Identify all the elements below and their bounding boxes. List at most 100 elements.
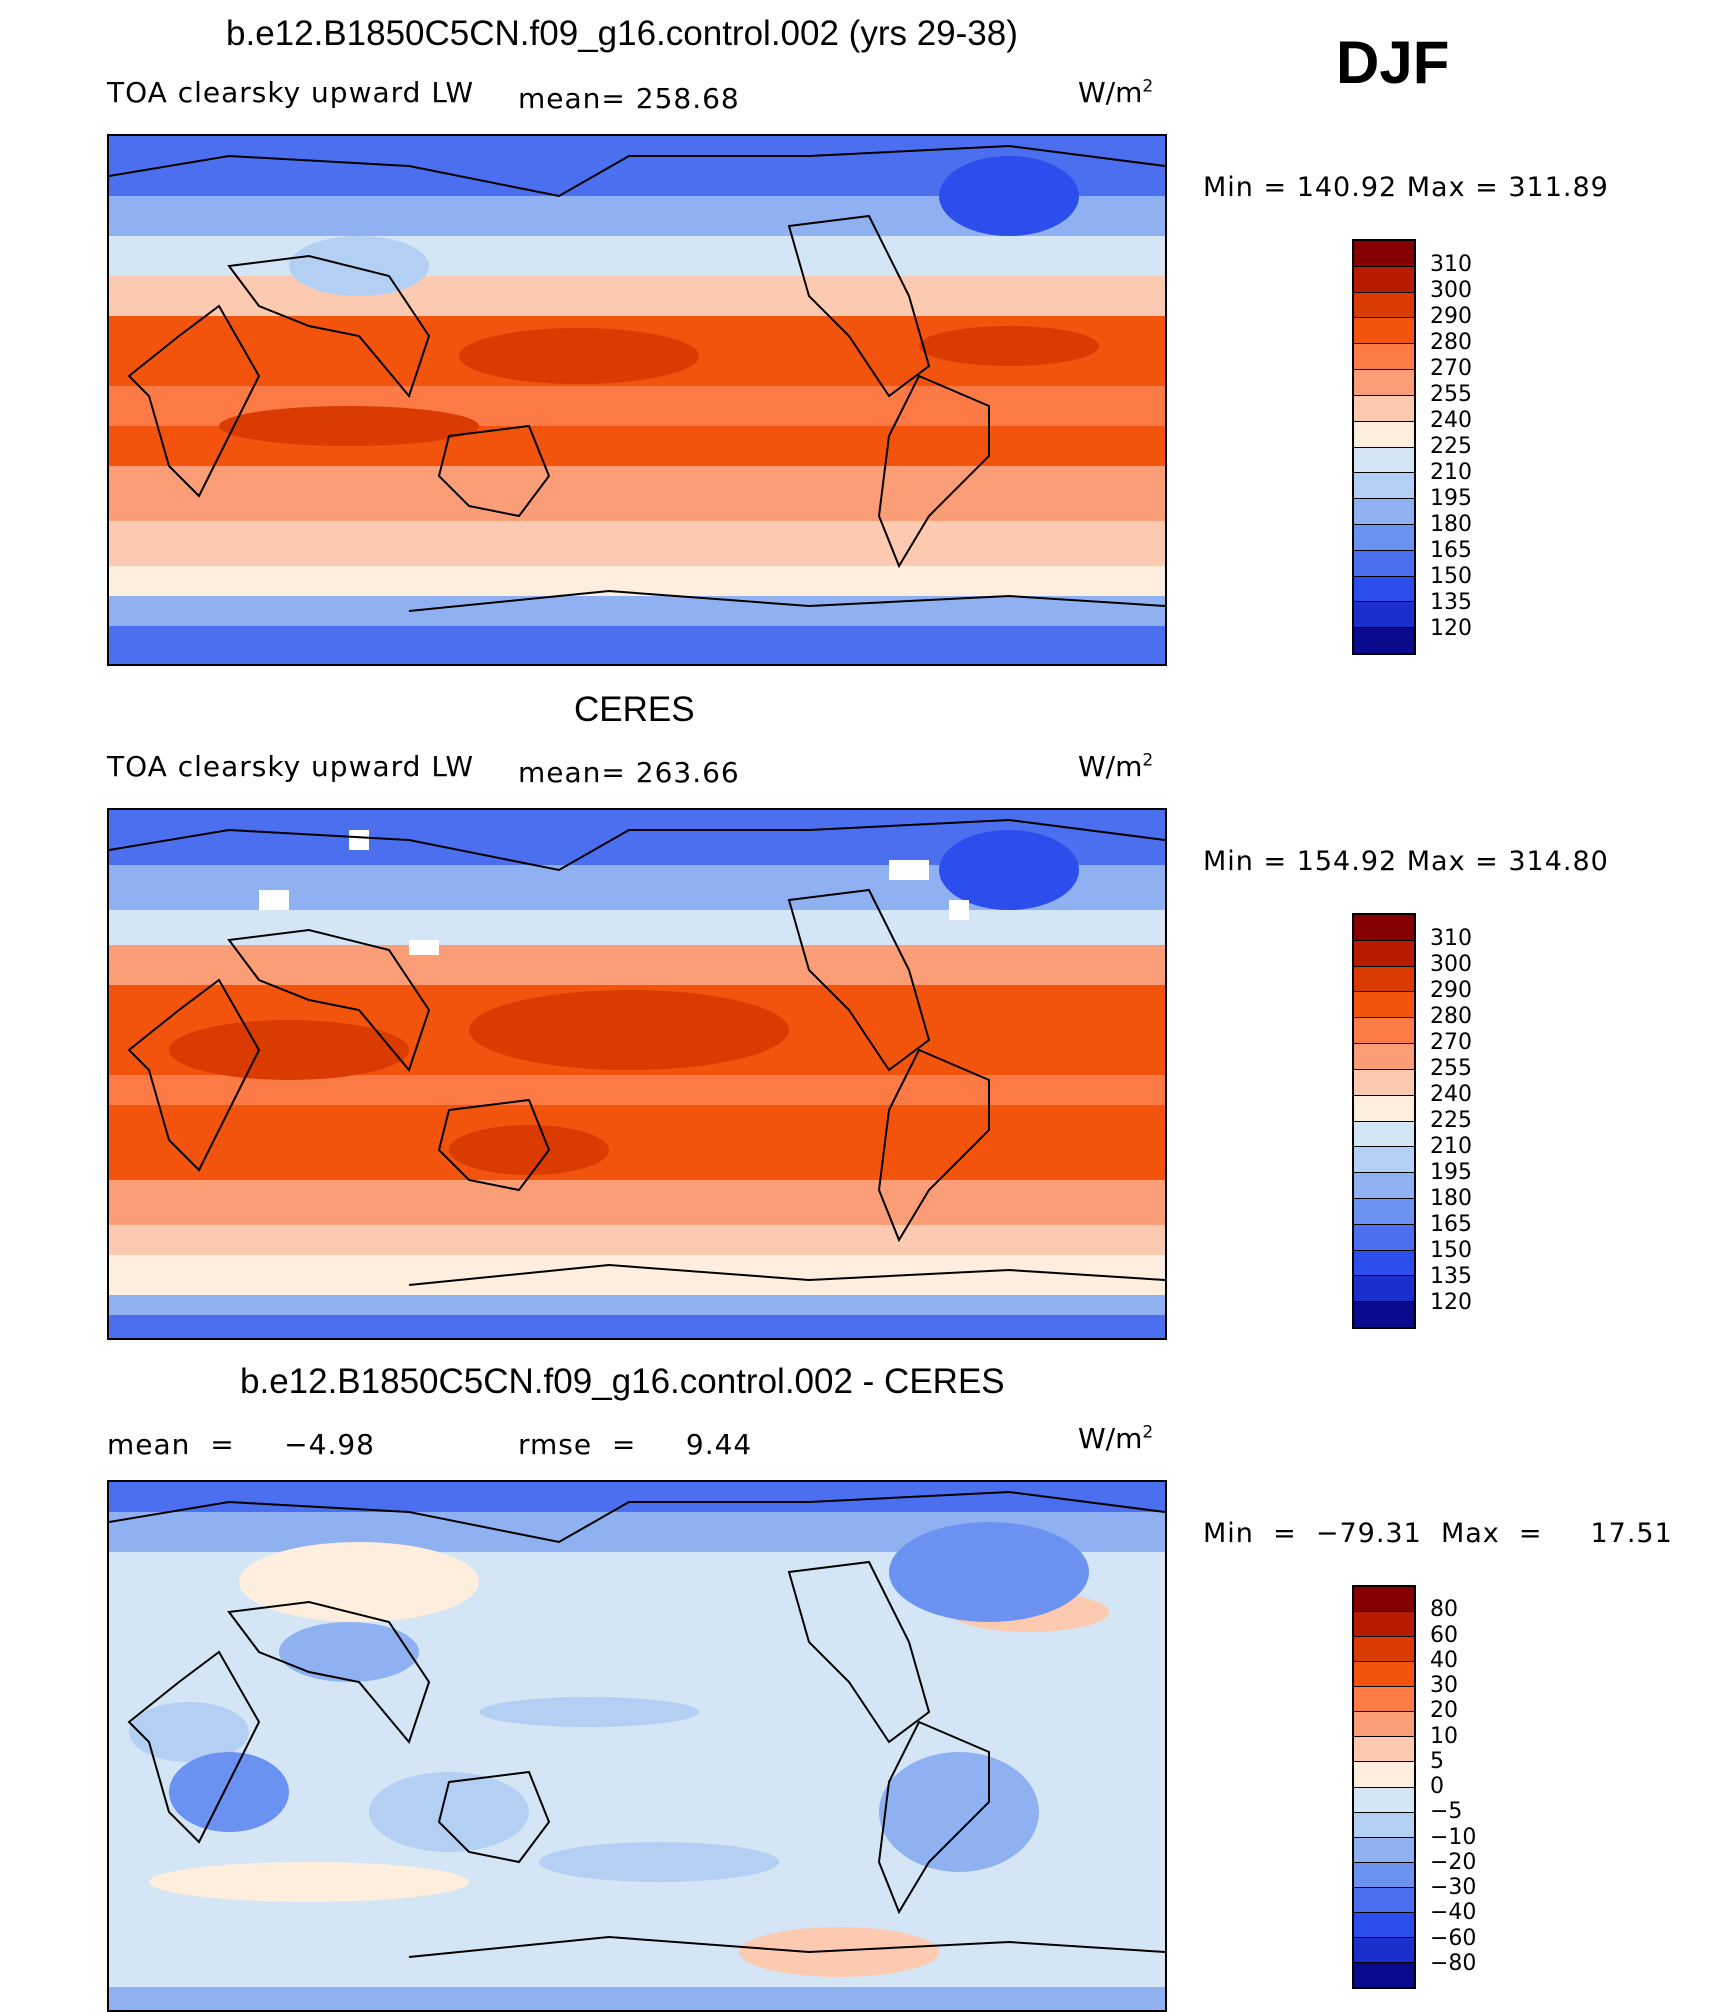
panel2-mean: mean= 263.66: [518, 756, 740, 789]
colorbar-swatch: [1354, 499, 1414, 525]
colorbar-tick-label: 255: [1430, 382, 1472, 407]
colorbar-tick-label: −80: [1430, 1950, 1477, 1976]
colorbar-tick-label: 280: [1430, 1004, 1472, 1029]
colorbar-tick-label: 240: [1430, 1082, 1472, 1107]
colorbar-tick-label: 300: [1430, 278, 1472, 303]
colorbar-swatch: [1354, 1069, 1414, 1096]
colorbar-tick-label: 5: [1430, 1748, 1444, 1774]
panel3-mean: mean = −4.98: [107, 1428, 375, 1461]
colorbar-tick-label: 280: [1430, 330, 1472, 355]
panel3-title: b.e12.B1850C5CN.f09_g16.control.002 - CE…: [240, 1362, 1005, 1401]
colorbar-tick-label: 40: [1430, 1647, 1458, 1673]
colorbar-swatch: [1354, 1044, 1414, 1070]
colorbar-tick-label: 135: [1430, 1264, 1472, 1289]
panel2-title: CERES: [574, 690, 695, 729]
colorbar-tick-label: 30: [1430, 1673, 1458, 1698]
colorbar-swatch: [1354, 1837, 1414, 1863]
colorbar-tick-label: 80: [1430, 1597, 1458, 1623]
colorbar-swatch: [1354, 1250, 1414, 1277]
colorbar-tick-label: 210: [1430, 460, 1472, 485]
colorbar-swatch: [1354, 1612, 1414, 1638]
panel3-map-graphic: [109, 1482, 1165, 2010]
colorbar-swatch: [1354, 940, 1414, 967]
colorbar-swatch: [1354, 1912, 1414, 1938]
panel1-map-graphic: [109, 136, 1165, 664]
colorbar-tick-label: 270: [1430, 356, 1472, 381]
colorbar-tick-label: 150: [1430, 1238, 1472, 1263]
colorbar-tick-label: 225: [1430, 1108, 1472, 1133]
colorbar-swatch: [1354, 421, 1414, 448]
colorbar-swatch: [1354, 447, 1414, 474]
colorbar-swatch: [1354, 966, 1414, 993]
colorbar-swatch: [1354, 992, 1414, 1019]
colorbar-tick-label: −30: [1430, 1875, 1477, 1900]
colorbar-swatch: [1354, 1095, 1414, 1122]
panel2-units: W/m2: [1078, 750, 1154, 783]
panel1-mean: mean= 258.68: [518, 82, 740, 115]
colorbar-tick-label: −5: [1430, 1799, 1463, 1825]
panel2-map-graphic: [109, 810, 1165, 1338]
colorbar-swatch: [1354, 1962, 1414, 1987]
panel2-colorbar: [1352, 913, 1416, 1329]
colorbar-swatch: [1354, 370, 1414, 396]
colorbar-tick-label: 310: [1430, 252, 1472, 277]
colorbar-swatch: [1354, 1018, 1414, 1045]
colorbar-swatch: [1354, 292, 1414, 319]
panel1-minmax: Min = 140.92 Max = 311.89: [1203, 172, 1609, 203]
colorbar-tick-label: 290: [1430, 304, 1472, 329]
panel1-map: [107, 134, 1167, 666]
colorbar-swatch: [1354, 1712, 1414, 1738]
colorbar-swatch: [1354, 318, 1414, 345]
colorbar-tick-label: 120: [1430, 1290, 1472, 1315]
colorbar-tick-label: 60: [1430, 1622, 1458, 1648]
colorbar-tick-label: −60: [1430, 1925, 1477, 1951]
colorbar-swatch: [1354, 473, 1414, 500]
colorbar-tick-label: 180: [1430, 1186, 1472, 1211]
panel2-colorbar-labels: 310 300 290 280 270 255 240 225 210 195 180 165 150 1…: [1430, 913, 1530, 1329]
colorbar-tick-label: 210: [1430, 1134, 1472, 1159]
colorbar-swatch: [1354, 1302, 1414, 1327]
colorbar-swatch: [1354, 1762, 1414, 1788]
colorbar-tick-label: 270: [1430, 1030, 1472, 1055]
colorbar-tick-label: 290: [1430, 978, 1472, 1003]
colorbar-swatch: [1354, 1862, 1414, 1888]
colorbar-tick-label: 120: [1430, 616, 1472, 641]
colorbar-tick-label: 255: [1430, 1056, 1472, 1081]
colorbar-swatch: [1354, 1224, 1414, 1251]
colorbar-swatch: [1354, 1276, 1414, 1303]
colorbar-swatch: [1354, 1812, 1414, 1838]
colorbar-swatch: [1354, 628, 1414, 653]
panel3-units: W/m2: [1078, 1422, 1154, 1455]
colorbar-tick-label: 300: [1430, 952, 1472, 977]
colorbar-tick-label: 310: [1430, 926, 1472, 951]
colorbar-swatch: [1354, 915, 1414, 941]
panel2-variable: TOA clearsky upward LW: [107, 750, 475, 783]
colorbar-swatch: [1354, 1687, 1414, 1713]
colorbar-swatch: [1354, 241, 1414, 267]
colorbar-tick-label: 0: [1430, 1774, 1444, 1799]
panel2-minmax: Min = 154.92 Max = 314.80: [1203, 846, 1609, 877]
colorbar-tick-label: −40: [1430, 1900, 1477, 1926]
colorbar-swatch: [1354, 1198, 1414, 1225]
colorbar-tick-label: −20: [1430, 1849, 1477, 1875]
colorbar-tick-label: 240: [1430, 408, 1472, 433]
colorbar-swatch: [1354, 1637, 1414, 1663]
colorbar-swatch: [1354, 1147, 1414, 1174]
colorbar-swatch: [1354, 1662, 1414, 1688]
colorbar-swatch: [1354, 576, 1414, 603]
panel1-colorbar-labels: 310 300 290 280 270 255 240 225 210 195 180 165 150 1…: [1430, 239, 1530, 655]
colorbar-swatch: [1354, 1737, 1414, 1763]
colorbar-tick-label: 150: [1430, 564, 1472, 589]
colorbar-swatch: [1354, 1121, 1414, 1148]
colorbar-tick-label: 180: [1430, 512, 1472, 537]
colorbar-tick-label: 20: [1430, 1698, 1458, 1724]
colorbar-swatch: [1354, 1587, 1414, 1613]
panel1-variable: TOA clearsky upward LW: [107, 76, 475, 109]
colorbar-swatch: [1354, 602, 1414, 629]
season-label: DJF: [1336, 29, 1450, 96]
colorbar-swatch: [1354, 1937, 1414, 1963]
colorbar-swatch: [1354, 266, 1414, 293]
colorbar-swatch: [1354, 524, 1414, 551]
colorbar-swatch: [1354, 1887, 1414, 1913]
colorbar-tick-label: 165: [1430, 538, 1472, 563]
